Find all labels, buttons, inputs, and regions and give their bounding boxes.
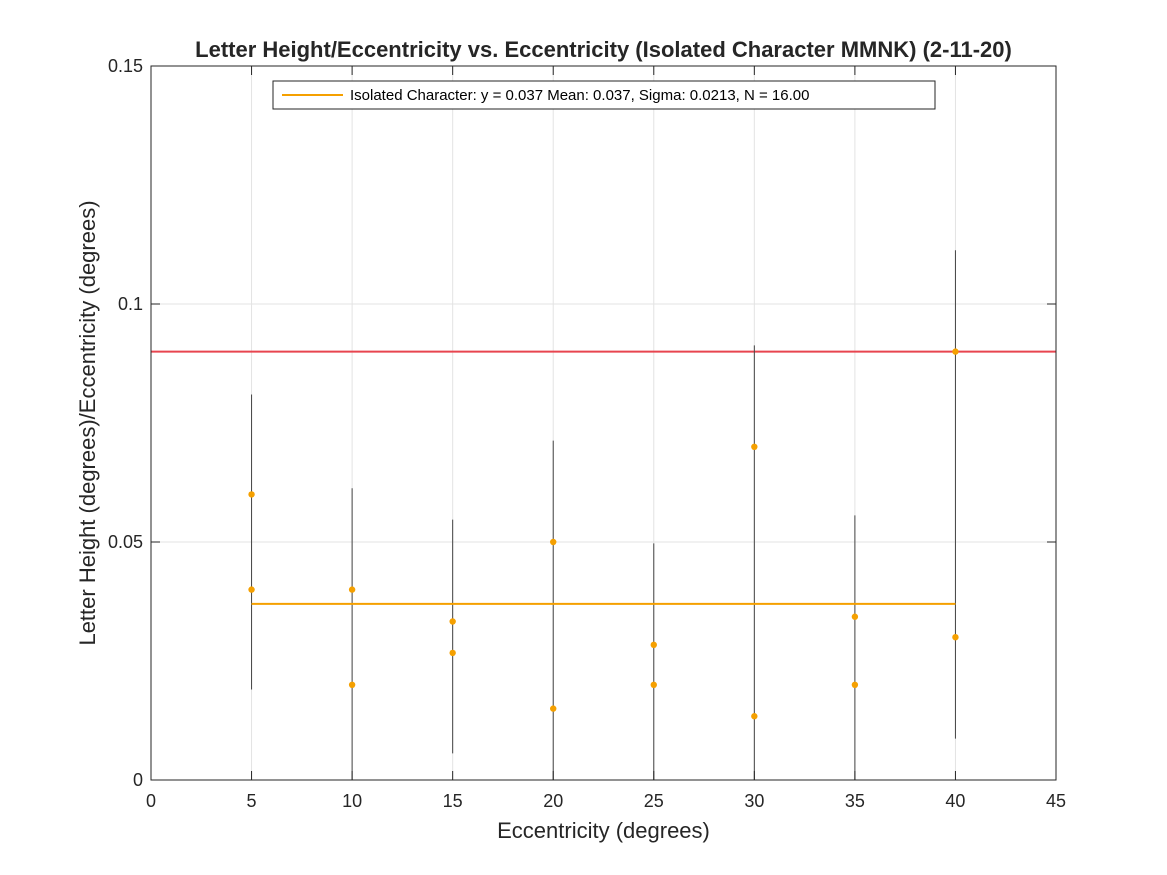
data-point [248,586,255,593]
x-tick-label: 10 [342,791,362,811]
x-tick-label: 25 [644,791,664,811]
plot-area [151,66,1056,780]
x-tick-label: 15 [443,791,463,811]
x-tick-label: 0 [146,791,156,811]
y-tick-label: 0 [133,770,143,790]
data-point [550,538,557,546]
data-point [650,681,657,688]
data-point [348,681,356,688]
data-point [248,491,255,498]
data-point [348,586,356,593]
y-tick-label: 0.05 [108,532,143,552]
data-point [650,641,657,649]
legend-box [272,80,936,110]
data-point [550,705,557,712]
data-point [952,348,959,355]
y-tick-label: 0.15 [108,56,143,76]
legend-entry-label: Isolated Character: y = 0.037 Mean: 0.03… [350,87,809,104]
x-tick-label: 20 [543,791,563,811]
data-point [851,613,859,620]
x-tick-label: 30 [744,791,764,811]
x-tick-label: 35 [845,791,865,811]
data-points [248,348,959,720]
x-tick-label: 40 [945,791,965,811]
legend: Isolated Character: y = 0.037 Mean: 0.03… [272,80,936,110]
data-point [449,649,456,657]
x-tick-label: 45 [1046,791,1066,811]
data-point [751,713,758,720]
data-point [952,634,959,641]
error-bars [251,250,956,780]
data-point [449,618,456,625]
plot-frame [150,65,1057,781]
data-point [751,443,758,450]
axis-ticks: 0 5 10 15 20 25 30 35 40 45 0 0.05 0.1 0.15 [108,56,1066,811]
x-axis-label: Eccentricity (degrees) [497,818,710,843]
data-point [851,681,859,688]
x-tick-label: 5 [247,791,257,811]
chart-title: Letter Height/Eccentricity vs. Eccentric… [195,37,1012,62]
y-tick-label: 0.1 [118,294,143,314]
y-axis-label: Letter Height (degrees)/Eccentricity (de… [75,200,100,645]
